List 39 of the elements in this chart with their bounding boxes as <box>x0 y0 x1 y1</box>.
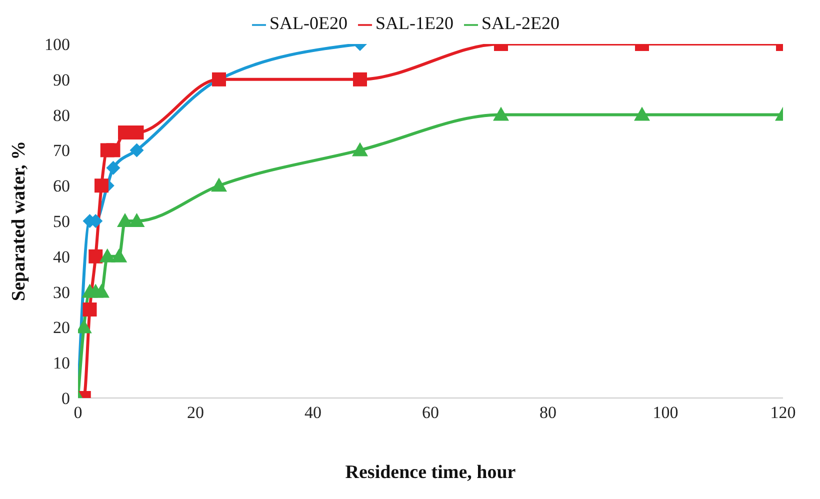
y-tick-label: 20 <box>53 318 70 338</box>
point <box>117 213 133 227</box>
y-tick-label: 30 <box>53 282 70 302</box>
y-tick-label: 90 <box>53 70 70 90</box>
point <box>493 106 509 121</box>
y-tick-label: 50 <box>53 212 70 232</box>
y-tick-label: 0 <box>62 389 70 408</box>
point <box>634 106 650 121</box>
point <box>82 302 97 316</box>
y-tick-label: 40 <box>53 247 70 266</box>
y-tick-label: 10 <box>53 354 70 373</box>
legend-label: SAL-1E20 <box>376 13 454 33</box>
x-tick-label: 120 <box>770 403 796 422</box>
point <box>99 248 116 262</box>
point <box>94 284 110 298</box>
point <box>128 213 145 227</box>
y-tick-label: 80 <box>53 106 70 125</box>
point <box>211 178 227 192</box>
y-tick-label: 100 <box>44 35 70 54</box>
x-tick-label: 20 <box>187 403 204 422</box>
y-axis-title: Separated water, % <box>8 140 30 302</box>
point <box>94 178 108 193</box>
point <box>352 142 368 156</box>
legend-label: SAL-2E20 <box>482 13 560 33</box>
x-tick-label: 0 <box>74 403 82 422</box>
point <box>111 248 128 262</box>
x-tick-label: 60 <box>422 403 439 422</box>
point <box>130 143 144 158</box>
legend-label: SAL-0E20 <box>270 13 348 33</box>
y-tick-label: 70 <box>53 141 70 160</box>
point <box>106 143 120 158</box>
y-tick-label: 60 <box>53 176 70 196</box>
point <box>353 72 367 86</box>
x-tick-label: 40 <box>304 403 322 422</box>
x-tick-label: 100 <box>652 403 678 422</box>
point <box>106 160 120 175</box>
x-axis-title: Residence time, hour <box>345 462 516 483</box>
point <box>88 249 103 264</box>
x-tick-label: 80 <box>540 403 556 422</box>
